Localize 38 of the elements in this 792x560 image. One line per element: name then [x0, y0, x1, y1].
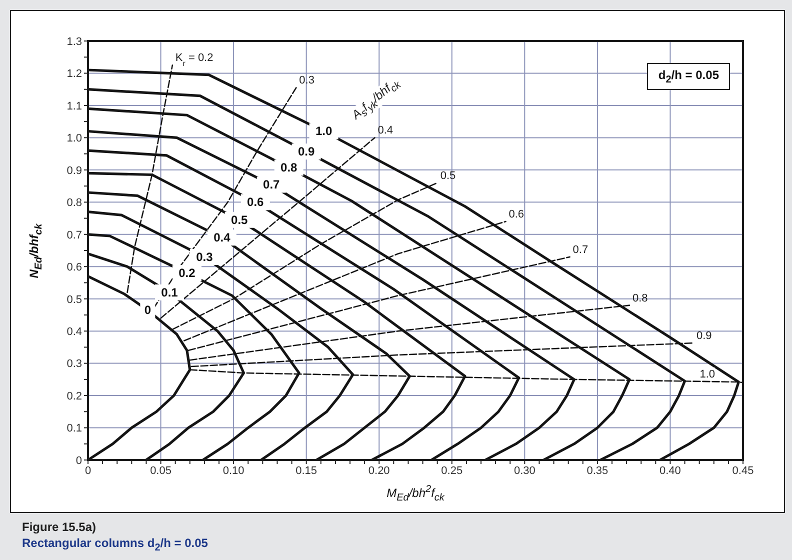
y-tick-label: 0.1	[66, 422, 82, 435]
x-tick-label: 0.05	[150, 464, 172, 477]
y-tick-label: 0.7	[66, 229, 82, 242]
y-tick-label: 1.1	[66, 100, 82, 112]
y-tick-label: 1.2	[66, 68, 82, 80]
series-label: 0.3	[299, 74, 314, 87]
x-tick-label: 0	[84, 464, 92, 477]
x-axis-title: M$_{Ed}$/bh$^{2}$f$_{ck}$	[386, 484, 446, 504]
y-tick-label: 0.9	[66, 164, 82, 177]
y-tick-label: 0	[76, 454, 82, 467]
y-tick-label: 0.3	[66, 358, 82, 370]
series-label: 1.0	[700, 368, 715, 381]
series-label: K$_{r}$ = 0.2	[175, 52, 214, 68]
x-tick-label: 0.30	[514, 464, 536, 477]
y-tick-label: 0.2	[66, 390, 82, 402]
y-tick-label: 0.5	[66, 294, 82, 306]
y-tick-label: 0.4	[66, 326, 82, 338]
series-label: 0.7	[572, 244, 588, 256]
y-tick-label: 0.6	[66, 262, 82, 274]
x-tick-label: 0.20	[368, 464, 390, 477]
x-tick-label: 0.35	[586, 464, 608, 477]
series-label: 0	[144, 303, 152, 318]
x-tick-label: 0.45	[732, 464, 754, 477]
x-tick-label: 0.15	[296, 464, 318, 477]
text: Rectangular columns d$_{2}$/h = 0.05	[22, 536, 208, 554]
annotation: d$_{2}$/h = 0.05	[647, 63, 730, 90]
x-tick-label: 0.10	[222, 464, 244, 477]
series-label: 0.8	[632, 292, 648, 304]
y-tick-label: 1.0	[66, 132, 82, 145]
y-tick-label: 0.8	[66, 197, 82, 210]
text: Figure 15.5a)	[22, 520, 96, 534]
series-label: 0.5	[440, 170, 456, 182]
series-label: 0.4	[378, 124, 394, 137]
series-label: 0.6	[508, 208, 524, 220]
x-tick-label: 0.40	[660, 464, 681, 477]
series-label: 0.9	[696, 330, 712, 342]
y-tick-label: 1.3	[66, 36, 82, 48]
x-tick-label: 0.25	[441, 464, 463, 477]
